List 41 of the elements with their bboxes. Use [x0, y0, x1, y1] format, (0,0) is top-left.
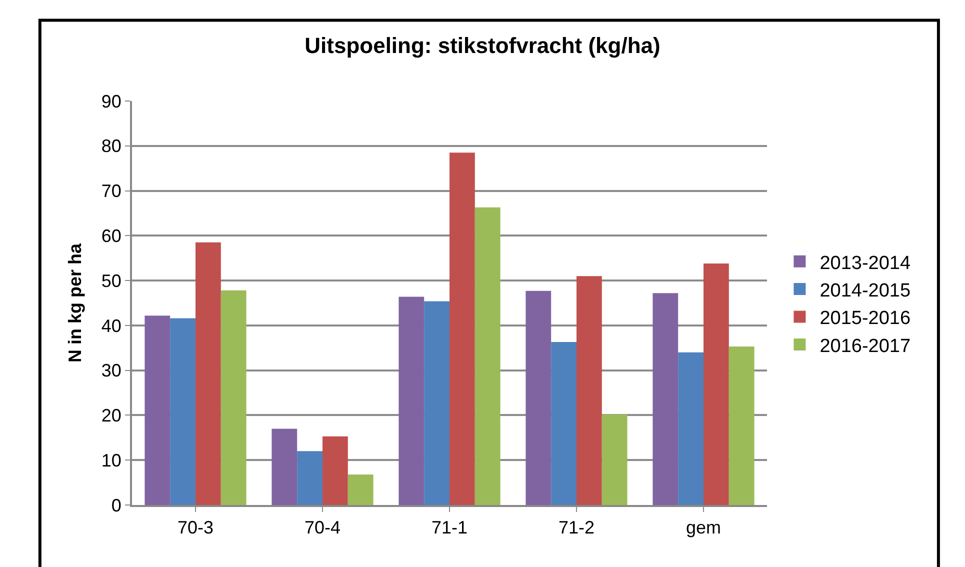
y-tick-label: 60	[101, 226, 122, 246]
bar	[678, 352, 704, 505]
bar	[704, 264, 729, 505]
bar	[474, 207, 500, 505]
bar	[220, 290, 246, 505]
chart-title: Uitspoeling: stikstofvracht (kg/ha)	[304, 33, 660, 58]
y-tick-label: 80	[101, 136, 122, 156]
y-tick-label: 90	[101, 91, 122, 112]
bar	[196, 242, 221, 505]
bar	[144, 316, 170, 505]
bar	[450, 152, 475, 505]
x-tick-label: 71-2	[558, 518, 595, 538]
legend-label: 2013-2014	[820, 252, 911, 274]
bar	[602, 414, 628, 505]
bar	[297, 451, 322, 505]
y-tick-label: 40	[101, 316, 122, 336]
x-tick-label: 70-3	[177, 518, 214, 538]
x-tick-label: 70-4	[304, 518, 341, 538]
y-tick-label: 0	[111, 495, 122, 516]
legend-label: 2014-2015	[820, 280, 911, 302]
y-tick-label: 20	[101, 406, 122, 426]
x-tick-label: 71-1	[431, 518, 468, 538]
bar	[424, 301, 450, 505]
y-tick-label: 10	[101, 450, 122, 470]
y-tick-label: 70	[101, 181, 122, 202]
bar	[526, 290, 552, 505]
legend-label: 2016-2017	[820, 336, 911, 357]
bar	[170, 318, 196, 505]
bar	[322, 436, 348, 505]
bar	[576, 276, 602, 505]
y-tick-label: 30	[101, 360, 122, 381]
y-axis-title: N in kg per ha	[65, 242, 86, 363]
x-tick-label: gem	[686, 518, 722, 538]
bar	[398, 296, 424, 505]
legend-label: 2015-2016	[820, 308, 911, 330]
y-tick-label: 50	[101, 270, 122, 291]
bar	[348, 474, 374, 505]
bar	[551, 342, 576, 505]
bar	[728, 346, 754, 505]
bar	[272, 428, 298, 505]
bar	[652, 293, 678, 505]
